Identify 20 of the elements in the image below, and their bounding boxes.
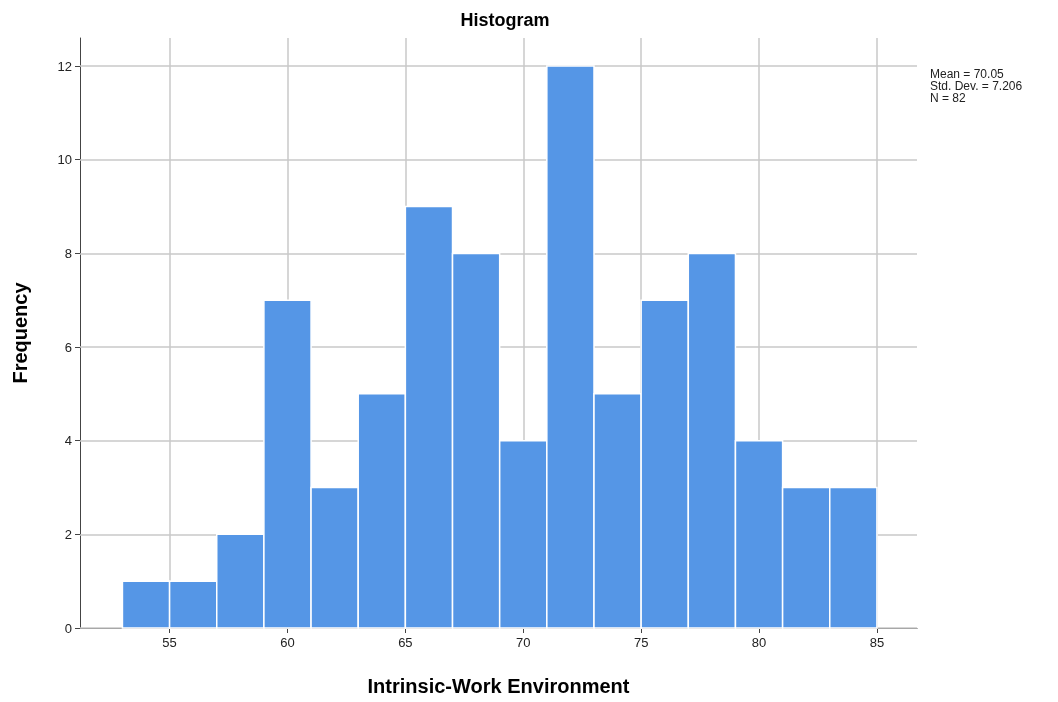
text: Mean = 70.05 [930, 67, 1005, 81]
y-axis-title: Frequency [9, 281, 31, 384]
y-tick-label: 2 [64, 526, 72, 542]
x-tick-label: 80 [751, 635, 767, 650]
x-axis-title: Intrinsic-Work Environment [367, 675, 630, 697]
x-tick-label: 70 [516, 635, 531, 650]
y-tick-label: 10 [57, 152, 72, 168]
x-tick-label: 60 [280, 635, 295, 650]
y-tick-label: 4 [64, 433, 72, 449]
x-tick-label: 65 [398, 635, 413, 650]
y-tick-label: 12 [57, 58, 72, 74]
y-tick-label: 6 [64, 339, 72, 355]
x-tick-label: 55 [162, 635, 177, 650]
chart-title: Histogram [460, 10, 550, 30]
text: Std. Dev. = 7.206 [930, 79, 1023, 93]
y-tick-label: 8 [64, 245, 72, 261]
x-tick-label: 75 [633, 635, 649, 650]
text: N = 82 [930, 91, 967, 105]
y-tick-label: 0 [64, 620, 72, 636]
x-tick-label: 85 [869, 635, 885, 650]
